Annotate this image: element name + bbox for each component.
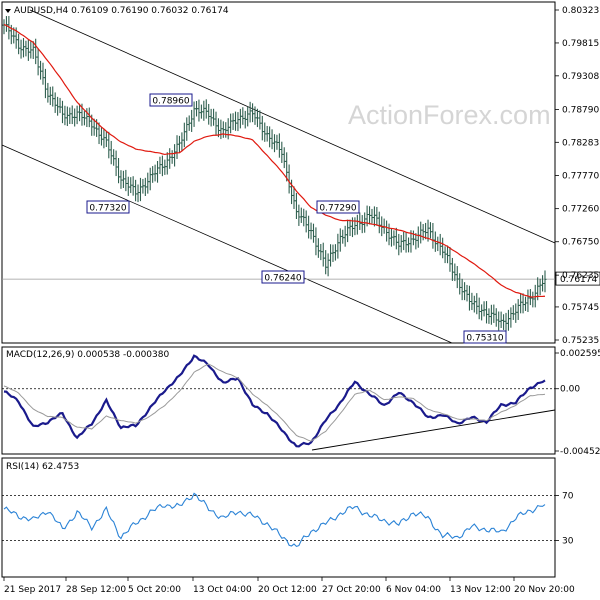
channel-upper-line xyxy=(29,9,556,244)
x-tick-label: 20 Nov 20:00 xyxy=(514,585,575,595)
price-y-tick-label: 0.78283 xyxy=(562,138,599,148)
annotation-label: 0.77290 xyxy=(319,204,356,214)
annotation-box xyxy=(463,330,507,344)
current-price-label: 0.76174 xyxy=(560,275,597,285)
price-y-tick-label: 0.76235 xyxy=(562,271,599,281)
macd-header: MACD(12,26,9) 0.000538 -0.000380 xyxy=(6,350,169,360)
annotation-box xyxy=(316,200,360,214)
macd-line xyxy=(3,354,546,448)
price-y-tick-label: 0.77770 xyxy=(562,172,599,182)
annotation-label: 0.78960 xyxy=(152,97,189,107)
annotation-label: 0.77320 xyxy=(89,204,126,214)
rsi-y-tick-label: 70 xyxy=(562,492,574,502)
rsi-y-tick-label: 30 xyxy=(562,536,574,546)
x-tick-label: 13 Nov 12:00 xyxy=(450,585,511,595)
channel-lower-line xyxy=(1,144,453,344)
rsi-series-layer xyxy=(2,492,555,548)
annotation-label: 0.75310 xyxy=(466,334,503,344)
x-tick-label: 21 Sep 2017 xyxy=(4,585,61,595)
price-y-tick-label: 0.79815 xyxy=(562,39,599,49)
price-y-tick-label: 0.75745 xyxy=(562,303,599,313)
x-tick-label: 5 Oct 20:00 xyxy=(128,585,181,595)
annotation-label: 0.76240 xyxy=(264,274,301,284)
price-panel-frame xyxy=(1,1,556,344)
price-y-tick-label: 0.80323 xyxy=(562,6,599,16)
macd-y-tick-label: -0.004522 xyxy=(560,447,600,457)
current-price-tag xyxy=(555,271,600,286)
dropdown-triangle-icon[interactable] xyxy=(5,9,11,13)
rsi-line xyxy=(3,492,546,548)
price-series-layer: 0.78960 0.77320 0.77290 0.76240 0.75310 0.761… xyxy=(1,9,600,344)
price-y-tick-label: 0.75235 xyxy=(562,336,599,346)
x-tick-label: 27 Oct 20:00 xyxy=(322,585,381,595)
macd-series-layer xyxy=(2,354,556,451)
price-y-tick-label: 0.78790 xyxy=(562,105,599,115)
x-tick-label: 20 Oct 12:00 xyxy=(258,585,317,595)
axis-labels-layer: 0.80323 0.79815 0.79308 0.78790 0.78283 0.777… xyxy=(3,6,600,595)
price-header: AUDUSD,H4 0.76109 0.76190 0.76032 0.7617… xyxy=(14,6,229,16)
moving-average-line xyxy=(3,23,546,298)
annotation-box xyxy=(149,93,193,107)
macd-trendline xyxy=(311,409,556,451)
watermark: ActionForex.com xyxy=(348,100,551,130)
rsi-panel-frame xyxy=(1,457,556,578)
rsi-header: RSI(14) 62.4753 xyxy=(6,462,79,472)
macd-panel-frame xyxy=(1,346,556,455)
x-tick-label: 28 Sep 12:00 xyxy=(66,585,126,595)
macd-y-tick-label: 0.00 xyxy=(560,385,580,395)
price-y-tick-label: 0.77260 xyxy=(562,205,599,215)
macd-y-tick-label: 0.002595 xyxy=(560,349,600,359)
annotation-box xyxy=(261,270,305,284)
price-y-tick-label: 0.79308 xyxy=(562,72,599,82)
price-y-tick-label: 0.76750 xyxy=(562,238,599,248)
x-tick-label: 13 Oct 04:00 xyxy=(193,585,252,595)
x-tick-label: 6 Nov 04:00 xyxy=(386,585,441,595)
annotation-box xyxy=(86,200,130,214)
macd-signal-line xyxy=(3,363,546,442)
